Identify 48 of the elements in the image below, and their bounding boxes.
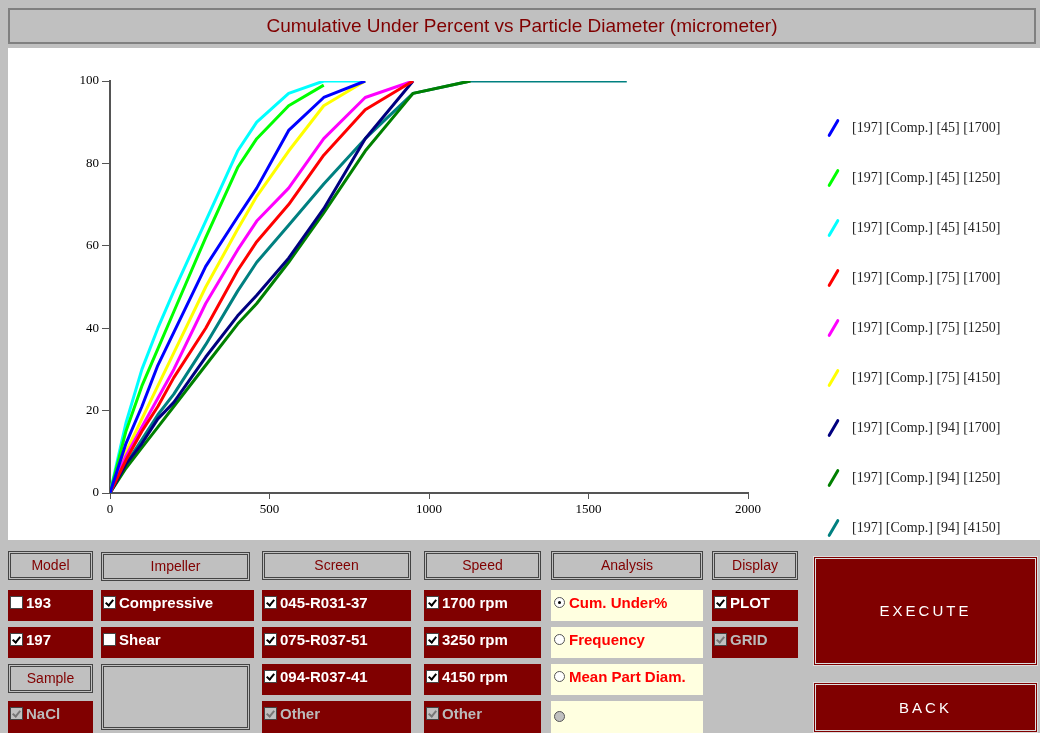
text: Screen [314,557,359,573]
text: Other [280,705,321,722]
text: Mean Part Diam. [569,668,686,685]
y-tick-label: 0 [92,484,99,500]
text: 197 [26,631,52,648]
y-tick-label: 60 [86,237,99,253]
text: BACK [899,699,952,716]
legend-label: [197] [Comp.] [75] [4150] [852,369,1001,387]
legend-label: [197] [Comp.] [94] [1700] [852,419,1001,437]
x-tick-label: 0 [106,501,114,517]
text: 075-R037-51 [280,631,368,648]
legend-label: [197] [Comp.] [94] [1250] [852,469,1001,487]
text: NaCl [26,705,61,722]
text: Sample [26,670,75,686]
text: Model [31,557,70,573]
text: PLOT [730,594,770,611]
text: 3250 rpm [442,631,508,648]
legend-label: [197] [Comp.] [45] [1700] [852,119,1001,137]
y-tick-label: 20 [86,402,99,418]
y-tick-label: 80 [86,154,99,170]
text: EXECUTE [879,602,972,619]
text: 1700 rpm [442,594,508,611]
text: Speed [462,557,503,573]
x-tick-label: 2000 [735,501,761,517]
legend-label: [197] [Comp.] [94] [4150] [852,519,1001,537]
legend-label: [197] [Comp.] [45] [4150] [852,219,1001,237]
text: 193 [26,594,52,611]
text: Display [732,557,778,573]
text: Shear [119,631,161,648]
text: Frequency [569,631,645,648]
text: GRID [730,631,768,648]
legend-label: [197] [Comp.] [45] [1250] [852,169,1001,187]
chart-title: Cumulative Under Percent vs Particle Diameter (micrometer) [8,8,1036,44]
text: Compressive [119,594,214,611]
x-tick-label: 500 [259,501,280,517]
text: 094-R037-41 [280,668,368,685]
legend-label: [197] [Comp.] [75] [1250] [852,319,1001,337]
text: Other [442,705,483,722]
y-tick-label: 100 [79,72,99,88]
y-tick-label: 40 [86,319,99,335]
x-tick-label: 1000 [416,501,442,517]
text: 045-R031-37 [280,594,368,611]
text: Analysis [600,557,654,573]
text: 4150 rpm [442,668,508,685]
text: Impeller [150,558,201,574]
legend-label: [197] [Comp.] [75] [1700] [852,269,1001,287]
text: Cum. Under% [569,594,668,611]
x-tick-label: 1500 [575,501,602,517]
